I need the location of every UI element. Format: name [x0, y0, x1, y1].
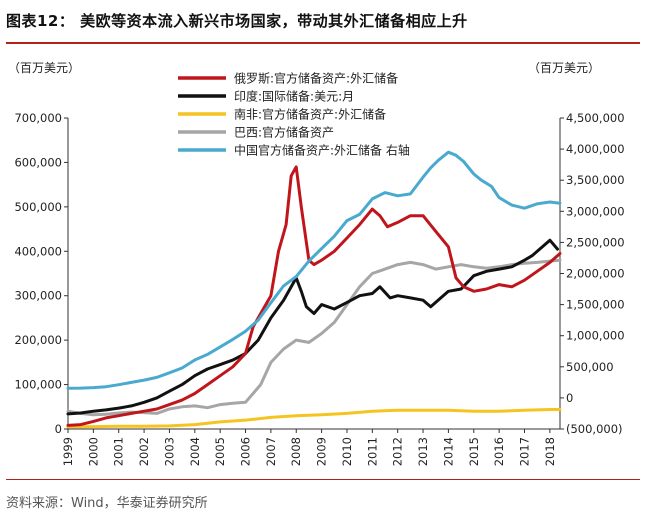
- x-tick-label: 2011: [365, 437, 379, 466]
- x-tick-label: 2006: [239, 437, 253, 466]
- y-left-tick-label: 300,000: [14, 289, 62, 303]
- legend-label: 中国官方储备资产:外汇储备 右轴: [234, 143, 410, 158]
- x-tick-label: 2009: [315, 437, 329, 466]
- x-tick-label: 2017: [517, 437, 531, 466]
- y-left-tick-label: 600,000: [14, 155, 62, 169]
- footer-divider: [6, 479, 640, 480]
- y-right-tick-label: 500,000: [566, 360, 614, 374]
- figure-title: 图表12： 美欧等资本流入新兴市场国家，带动其外汇储备相应上升: [6, 12, 468, 30]
- y-right-tick-label: 2,500,000: [566, 235, 625, 249]
- y-left-tick-label: 100,000: [14, 378, 62, 392]
- legend-label: 印度:国际储备:美元:月: [234, 89, 354, 104]
- y-left-tick-label: 200,000: [14, 333, 62, 347]
- source-note: 资料来源：Wind，华泰证券研究所: [6, 496, 208, 511]
- y-right-tick-label: 1,500,000: [566, 298, 625, 312]
- legend: 俄罗斯:官方储备资产:外汇储备印度:国际储备:美元:月南非:官方储备资产:外汇储…: [178, 71, 410, 158]
- legend-label: 巴西:官方储备资产: [234, 125, 334, 140]
- y-left-tick-label: 400,000: [14, 244, 62, 258]
- series-line-4: [66, 150, 562, 390]
- y-left-tick-label: 0: [55, 422, 62, 436]
- x-tick-label: 2007: [264, 437, 278, 466]
- line-chart: 0 100,000 200,000 300,000 400,000 500,000 600,…: [8, 61, 625, 466]
- y-left-tick-label: 500,000: [14, 200, 62, 214]
- x-tick-label: 2004: [188, 437, 202, 466]
- x-tick-label: 2012: [391, 437, 405, 466]
- series-layer: [66, 150, 562, 429]
- series-line-0: [66, 165, 562, 427]
- legend-label: 俄罗斯:官方储备资产:外汇储备: [234, 71, 398, 86]
- y-right-tick-label: 3,500,000: [566, 173, 625, 187]
- series-line-3: [66, 258, 562, 417]
- series-line-2: [66, 408, 562, 429]
- y-right-tick-label: 4,000,000: [566, 142, 625, 156]
- y-right-tick-label: (500,000): [566, 422, 623, 436]
- right-axis-unit: （百万美元）: [528, 61, 600, 75]
- x-tick-label: 1999: [61, 437, 75, 466]
- x-tick-label: 2005: [213, 437, 227, 466]
- left-axis-unit: （百万美元）: [8, 61, 80, 75]
- x-tick-label: 2015: [467, 437, 481, 466]
- y-left-tick-label: 700,000: [14, 111, 62, 125]
- y-right-tick-label: 1,000,000: [566, 329, 625, 343]
- series-line-1: [66, 238, 559, 416]
- x-tick-label: 2010: [340, 437, 354, 466]
- x-tick-label: 2016: [492, 437, 506, 466]
- x-tick-label: 2014: [441, 437, 455, 466]
- x-tick-label: 2000: [86, 437, 100, 466]
- x-tick-label: 2003: [162, 437, 176, 466]
- y-right-tick-label: 3,000,000: [566, 204, 625, 218]
- title-divider: [6, 42, 640, 44]
- x-tick-label: 2008: [289, 437, 303, 466]
- y-right-tick-label: 4,500,000: [566, 111, 625, 125]
- x-tick-label: 2013: [416, 437, 430, 466]
- axes-layer: 0 100,000 200,000 300,000 400,000 500,000 600,…: [14, 111, 624, 466]
- x-tick-label: 2001: [112, 437, 126, 466]
- x-tick-label: 2002: [137, 437, 151, 466]
- legend-label: 南非:官方储备资产:外汇储备: [234, 107, 386, 122]
- y-right-tick-label: 2,000,000: [566, 267, 625, 281]
- x-tick-label: 2018: [543, 437, 557, 466]
- y-right-tick-label: 0: [566, 391, 573, 405]
